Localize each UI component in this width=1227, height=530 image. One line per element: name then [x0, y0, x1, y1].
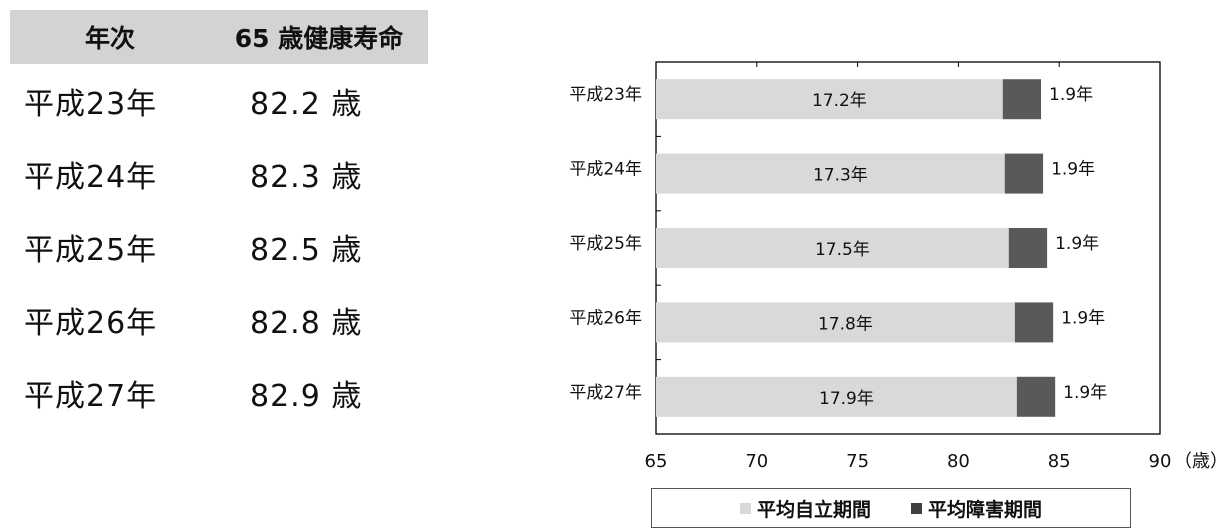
bar-independent	[656, 228, 1009, 268]
legend-label-disabled: 平均障害期間	[928, 498, 1043, 521]
table-header: 年次 65 歳健康寿命	[10, 10, 428, 64]
table-row: 平成26年 82.8 歳	[10, 283, 428, 356]
x-tick-label: 70	[745, 451, 768, 472]
data-label-disabled: 1.9年	[1063, 383, 1107, 403]
x-tick-label: 65	[645, 451, 668, 472]
category-label: 平成24年	[569, 160, 642, 180]
x-tick-label: 80	[947, 451, 970, 472]
row-year: 平成25年	[24, 232, 158, 268]
x-tick-label: 75	[846, 451, 869, 472]
legend-item-independent: 平均自立期間	[739, 495, 871, 522]
row-life: 82.8 歳	[250, 305, 363, 341]
header-year: 年次	[84, 24, 135, 53]
row-life: 82.3 歳	[250, 159, 363, 195]
table-row: 平成27年 82.9 歳	[10, 356, 428, 429]
legend-item-disabled: 平均障害期間	[911, 495, 1042, 522]
data-label-independent: 17.3年	[813, 166, 868, 186]
category-label: 平成27年	[569, 383, 642, 403]
data-label-independent: 17.5年	[815, 240, 870, 260]
x-tick-label: 90	[1149, 451, 1172, 472]
legend-swatch-independent	[739, 502, 751, 514]
row-life: 82.2 歳	[250, 86, 363, 122]
bar-independent	[656, 153, 1005, 194]
row-year: 平成24年	[24, 159, 158, 195]
bar-disabled	[1004, 153, 1044, 194]
bar-independent	[656, 79, 1003, 120]
data-label-disabled: 1.9年	[1061, 308, 1105, 328]
category-label: 平成26年	[569, 308, 642, 328]
category-label: 平成23年	[569, 85, 642, 105]
row-year: 平成23年	[24, 86, 158, 122]
row-life: 82.5 歳	[250, 232, 363, 268]
bar-disabled	[1002, 79, 1042, 120]
row-year: 平成26年	[24, 305, 158, 341]
bar-independent	[656, 302, 1015, 343]
x-axis-unit: （歳）	[1174, 451, 1227, 472]
data-label-disabled: 1.9年	[1049, 85, 1093, 105]
data-label-independent: 17.9年	[819, 389, 874, 409]
table-row: 平成23年 82.2 歳	[10, 64, 428, 137]
row-life: 82.9 歳	[250, 378, 363, 414]
header-life: 65 歳健康寿命	[234, 24, 404, 53]
row-year: 平成27年	[24, 378, 158, 414]
legend-swatch-disabled	[911, 502, 922, 514]
bar-disabled	[1014, 302, 1054, 343]
life-table: 年次 65 歳健康寿命 平成23年 82.2 歳 平成24年 82.3 歳 平成…	[10, 10, 428, 429]
bar-independent	[656, 376, 1017, 417]
category-label: 平成25年	[569, 234, 642, 254]
chart-legend: 平均自立期間 平均障害期間	[651, 488, 1131, 528]
data-label-independent: 17.2年	[812, 91, 867, 111]
legend-label-independent: 平均自立期間	[756, 498, 871, 521]
data-label-disabled: 1.9年	[1051, 160, 1095, 180]
bar-disabled	[1008, 228, 1048, 268]
table-row: 平成25年 82.5 歳	[10, 210, 428, 283]
x-tick-label: 85	[1048, 451, 1071, 472]
bar-disabled	[1016, 376, 1056, 417]
data-label-disabled: 1.9年	[1055, 234, 1099, 254]
table-row: 平成24年 82.3 歳	[10, 137, 428, 210]
data-label-independent: 17.8年	[818, 314, 873, 334]
